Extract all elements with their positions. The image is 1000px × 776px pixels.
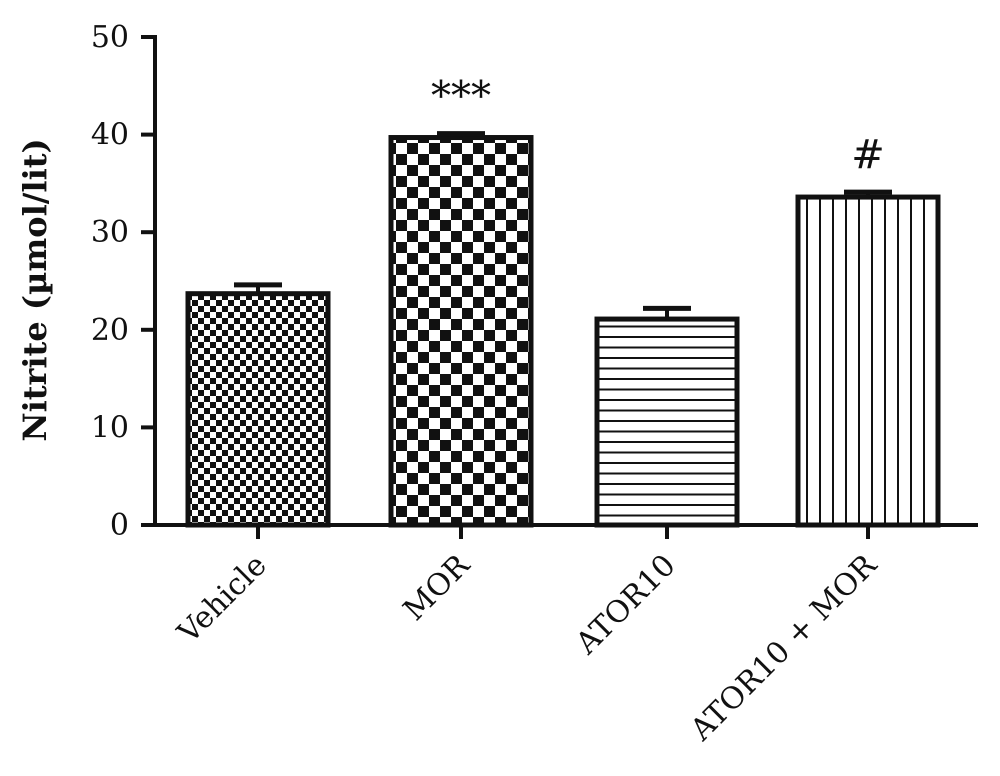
bars: *** #: [185, 74, 941, 528]
x-axis-category-labels: Vehicle MOR ATOR10 ATOR10 + MOR: [171, 547, 885, 748]
x-category-label: Vehicle: [171, 548, 274, 651]
y-tick-label: 40: [91, 118, 129, 153]
x-category-label: ATOR10 + MOR: [683, 547, 884, 748]
y-tick-label: 30: [91, 215, 129, 250]
y-tick-label: 50: [91, 20, 129, 55]
y-tick-label: 0: [110, 508, 129, 543]
significance-marker: #: [851, 132, 885, 178]
axes: [153, 35, 978, 539]
y-axis-label: Nitrite (µmol/lit): [16, 138, 54, 441]
y-tick-label: 10: [91, 410, 129, 445]
y-tick-label: 20: [91, 313, 129, 348]
significance-marker: ***: [431, 74, 491, 120]
bar: [795, 194, 941, 528]
bar: [388, 135, 534, 528]
x-category-label: MOR: [397, 547, 478, 628]
x-category-label: ATOR10: [569, 548, 683, 662]
bar: [594, 316, 740, 528]
bar: [185, 291, 331, 528]
y-axis-ticks: 0 10 20 30 40 50: [91, 20, 155, 543]
